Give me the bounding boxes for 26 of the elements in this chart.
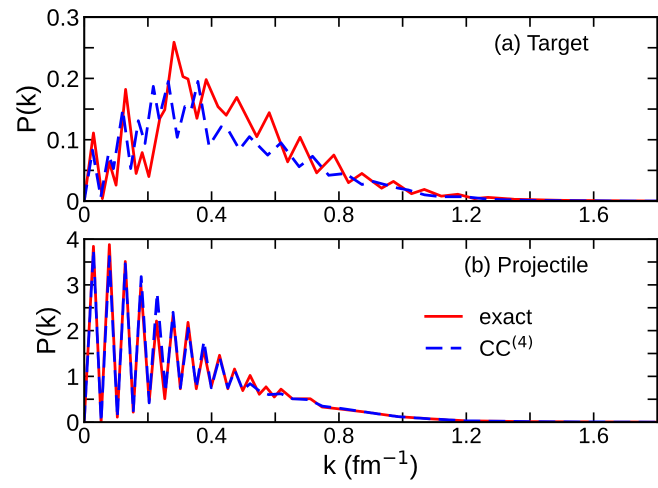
y-axis-title: P(k) [16,86,41,132]
x-tick-label: 0 [78,206,90,222]
y-tick-label: 0.3 [47,9,78,26]
x-tick-label: 0.8 [324,206,354,222]
x-tick-label: 0.4 [197,428,226,444]
x-tick-label: 1.2 [452,428,481,444]
annotation: (b) Projectile [465,256,588,277]
legend-label: CC$^{(4)}$ [480,335,532,356]
legend-label: exact [480,310,532,324]
x-tick-label: 1.2 [452,206,481,222]
y-tick-label: 0 [67,414,78,431]
y-tick-label: 4 [66,231,79,248]
y-tick-label: 0.1 [47,132,78,149]
annotation: (a) Target [495,34,588,56]
x-tick-label: 1.6 [580,206,608,222]
y-tick-label: 1 [68,368,78,385]
x-axis-title: k (fm$^{−1}$) [324,450,417,480]
y-tick-label: 3 [67,276,78,294]
y-tick-label: 2 [67,322,78,340]
x-tick-label: 0.4 [197,206,226,222]
y-axis-title: P(k) [36,308,61,353]
x-tick-label: 0.8 [324,428,354,444]
y-tick-label: 0.2 [47,70,78,88]
y-tick-label: 0 [67,193,78,210]
x-tick-label: 1.6 [580,428,608,444]
x-tick-label: 0 [78,428,90,444]
